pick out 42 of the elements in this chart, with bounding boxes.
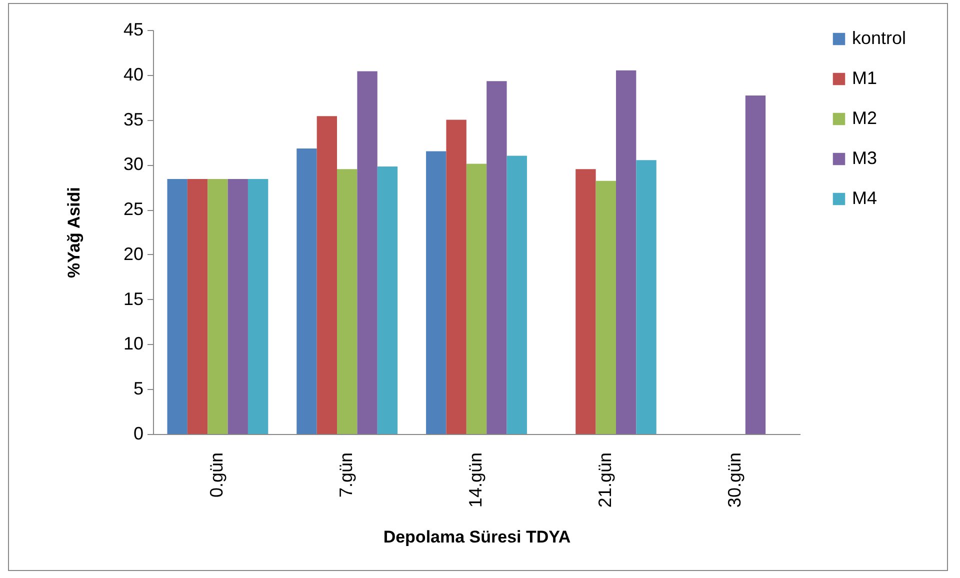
- x-tick-label: 0.gün: [206, 452, 227, 498]
- legend-label: M1: [852, 68, 878, 88]
- y-tick-label: 40: [123, 64, 144, 84]
- bar: [357, 71, 378, 434]
- y-tick-label: 5: [133, 378, 144, 399]
- bar: [745, 96, 766, 434]
- x-tick-label: 7.gün: [336, 452, 356, 498]
- bar: [576, 169, 596, 434]
- x-tick-label: 21.gün: [594, 452, 615, 508]
- y-tick-label: 10: [123, 334, 144, 354]
- y-tick-label: 20: [123, 244, 144, 264]
- bar: [426, 151, 446, 434]
- y-tick-label: 45: [123, 20, 144, 40]
- bar: [296, 148, 317, 434]
- legend-label: M2: [852, 108, 878, 128]
- y-axis-title: %Yağ Asidi: [64, 186, 84, 278]
- bar: [377, 166, 398, 434]
- bar: [316, 116, 338, 434]
- bar: [506, 156, 527, 434]
- y-tick-label: 15: [123, 288, 144, 309]
- bar: [187, 179, 208, 434]
- y-tick-label: 35: [123, 109, 144, 130]
- bar: [248, 179, 268, 434]
- bar: [636, 160, 656, 434]
- bar: [616, 70, 636, 434]
- x-axis-title: Depolama Süresi TDYA: [383, 528, 571, 547]
- bar: [167, 179, 188, 434]
- x-tick-label: 30.gün: [724, 452, 744, 508]
- y-tick-label: 25: [123, 199, 144, 220]
- bar: [486, 81, 507, 434]
- bar: [228, 179, 248, 434]
- x-tick-label: 14.gün: [466, 452, 486, 508]
- y-tick-label: 0: [133, 424, 144, 444]
- bar: [446, 120, 466, 434]
- bar: [466, 164, 487, 434]
- y-tick-label: 30: [123, 154, 144, 174]
- bar: [337, 169, 358, 434]
- legend-label: M3: [852, 148, 878, 168]
- bar: [208, 179, 228, 434]
- legend-label: kontrol: [852, 28, 906, 48]
- bar: [596, 180, 616, 434]
- legend-label: M4: [852, 188, 878, 208]
